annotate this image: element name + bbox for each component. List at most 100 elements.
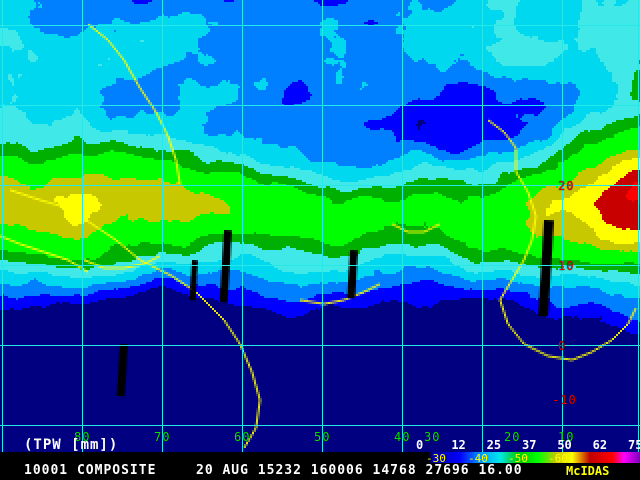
colorbar-segment [455, 452, 456, 463]
colorbar-segment [616, 452, 617, 463]
colorbar-segment [537, 452, 538, 463]
colorbar-segment [484, 452, 485, 463]
colorbar-segment [570, 452, 571, 463]
colorbar-segment [556, 452, 557, 463]
lon-label-30: 30 [424, 430, 441, 444]
colorbar-segment [437, 452, 438, 463]
colorbar-segment [432, 452, 433, 463]
colorbar-segment [454, 452, 455, 463]
colorbar-segment [590, 452, 591, 463]
colorbar-segment [461, 452, 462, 463]
colorbar-segment [463, 452, 464, 463]
colorbar-segment [518, 452, 519, 463]
tpw-map-canvas[interactable]: 80 70 60 50 40 30 20 10 20 10 0 -10 [0, 0, 640, 452]
colorbar-tick-62: 62 [592, 438, 608, 452]
colorbar-segment [549, 452, 550, 463]
colorbar-segment [596, 452, 597, 463]
colorbar-segment [627, 452, 628, 463]
colorbar-segment [510, 452, 511, 463]
colorbar-segment [528, 452, 529, 463]
colorbar-segment [552, 452, 553, 463]
colorbar-segment [524, 452, 525, 463]
colorbar-segment [416, 452, 417, 463]
footer-product-id: 10001 COMPOSITE [24, 463, 157, 478]
colorbar-overlay-label-neg60: -60 [548, 452, 568, 465]
colorbar-segment [492, 452, 493, 463]
lon-label-50: 50 [314, 430, 331, 444]
colorbar-segment [422, 452, 423, 463]
colorbar-segment [504, 452, 505, 463]
colorbar-segment [575, 452, 576, 463]
colorbar-segment [485, 452, 486, 463]
colorbar-segment [435, 452, 436, 463]
colorbar-segment [621, 452, 622, 463]
colorbar-segment [445, 452, 446, 463]
colorbar-segment [599, 452, 600, 463]
colorbar-segment [446, 452, 447, 463]
colorbar-segment [612, 452, 613, 463]
colorbar-segment [605, 452, 606, 463]
colorbar-segment [577, 452, 578, 463]
colorbar-segment [583, 452, 584, 463]
colorbar-segment [606, 452, 607, 463]
colorbar-segment [568, 452, 569, 463]
colorbar-segment [636, 452, 637, 463]
colorbar-segment [495, 452, 496, 463]
colorbar-segment [623, 452, 624, 463]
colorbar-segment [481, 452, 482, 463]
colorbar-segment [502, 452, 503, 463]
colorbar-segment [497, 452, 498, 463]
colorbar-segment [615, 452, 616, 463]
colorbar-segment [581, 452, 582, 463]
colorbar-segment [420, 452, 421, 463]
colorbar-segment [418, 452, 419, 463]
colorbar-tick-50: 50 [557, 438, 572, 452]
colorbar-segment [491, 452, 492, 463]
footer-timestamp: 20 AUG 15232 160006 14768 27696 16.00 [196, 463, 523, 478]
colorbar-segment [629, 452, 630, 463]
colorbar-tick-37: 37 [522, 438, 537, 452]
colorbar-segment [550, 452, 551, 463]
colorbar[interactable] [414, 452, 640, 463]
colorbar-segment [434, 452, 435, 463]
colorbar-segment [532, 452, 533, 463]
colorbar-segment [505, 452, 506, 463]
colorbar-segment [625, 452, 626, 463]
colorbar-segment [429, 452, 430, 463]
colorbar-segment [490, 452, 491, 463]
tpw-field-raster [0, 0, 640, 452]
colorbar-segment [506, 452, 507, 463]
colorbar-overlay-label-neg40: -40 [468, 452, 488, 465]
colorbar-segment [489, 452, 490, 463]
colorbar-segment [526, 452, 527, 463]
colorbar-segment [425, 452, 426, 463]
colorbar-segment [453, 452, 454, 463]
lon-label-20: 20 [504, 430, 521, 444]
colorbar-segment [433, 452, 434, 463]
colorbar-segment [450, 452, 451, 463]
colorbar-segment [427, 452, 428, 463]
colorbar-segment [548, 452, 549, 463]
colorbar-segment [421, 452, 422, 463]
colorbar-segment [624, 452, 625, 463]
colorbar-segment [486, 452, 487, 463]
lon-label-40: 40 [394, 430, 411, 444]
colorbar-segment [557, 452, 558, 463]
colorbar-segment [562, 452, 563, 463]
colorbar-segment [565, 452, 566, 463]
colorbar-segment [449, 452, 450, 463]
colorbar-segment [634, 452, 635, 463]
colorbar-segment [426, 452, 427, 463]
colorbar-segment [503, 452, 504, 463]
colorbar-segment [633, 452, 634, 463]
colorbar-segment [535, 452, 536, 463]
colorbar-segment [476, 452, 477, 463]
colorbar-segment [452, 452, 453, 463]
colorbar-segment [579, 452, 580, 463]
colorbar-segment [428, 452, 429, 463]
colorbar-segment [626, 452, 627, 463]
colorbar-segment [567, 452, 568, 463]
colorbar-segment [520, 452, 521, 463]
colorbar-segment [443, 452, 444, 463]
colorbar-segment [598, 452, 599, 463]
